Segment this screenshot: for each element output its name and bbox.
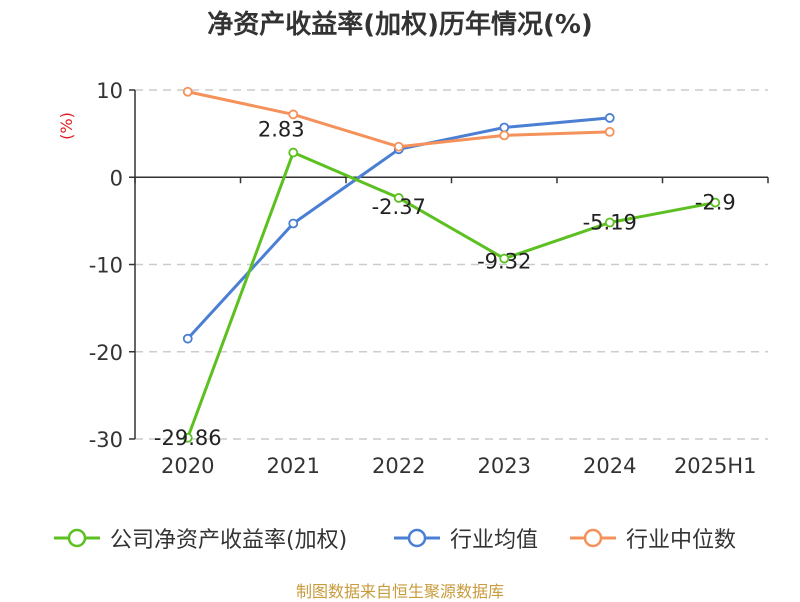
x-tick-label: 2024	[583, 454, 636, 478]
y-tick-label: 0	[110, 166, 123, 190]
legend-label-company-roe: 公司净资产收益率(加权)	[110, 528, 348, 553]
y-tick-label: 10	[96, 79, 123, 103]
x-tick-label: 2022	[372, 454, 425, 478]
legend: 公司净资产收益率(加权) 行业均值 行业中位数	[0, 518, 800, 558]
data-point	[499, 253, 510, 264]
legend-label-industry-mean: 行业均值	[450, 528, 539, 553]
series-line	[187, 90, 610, 149]
legend-item-industry-mean[interactable]: 行业均值	[392, 518, 538, 558]
data-label: -2.37	[372, 195, 426, 219]
data-point	[393, 193, 404, 203]
y-tick-label: -10	[89, 254, 123, 278]
grid-lines	[135, 89, 768, 440]
data-point	[604, 126, 615, 137]
x-tick-label: 2023	[478, 454, 531, 478]
data-point	[604, 113, 615, 123]
y-axis-label: (%)	[57, 112, 76, 140]
y-tick-label: -20	[89, 341, 123, 365]
data-point	[710, 197, 721, 208]
data-label: -5.19	[583, 211, 637, 235]
legend-marker-company-roe	[54, 528, 100, 548]
axes: 10 0 -10 -20 -30 2020 2021 2022 2023 2024 2025H1	[89, 79, 769, 478]
chart-title: 净资产收益率(加权)历年情况(%)	[207, 9, 593, 40]
data-label: -29.86	[154, 426, 222, 450]
data-point	[604, 217, 615, 228]
data-point	[393, 141, 404, 152]
data-point	[182, 333, 193, 344]
series-lines	[182, 86, 721, 443]
x-tick-label: 2021	[267, 454, 320, 478]
x-tick-label: 2020	[161, 454, 214, 478]
data-label: 2.83	[258, 118, 305, 142]
data-label: -9.32	[477, 250, 531, 274]
data-point	[288, 147, 299, 158]
legend-marker-industry-mean	[394, 528, 440, 548]
x-tick-label: 2025H1	[674, 454, 757, 478]
data-label: -2.9	[695, 191, 736, 215]
legend-label-industry-median: 行业中位数	[626, 528, 737, 553]
legend-item-industry-median[interactable]: 行业中位数	[568, 518, 736, 558]
data-point	[288, 218, 299, 229]
series-line	[186, 151, 716, 439]
data-point	[182, 86, 193, 97]
legend-marker-industry-median	[570, 528, 616, 548]
data-point	[499, 130, 510, 141]
legend-item-company-roe[interactable]: 公司净资产收益率(加权)	[52, 518, 347, 558]
data-point	[288, 109, 299, 120]
point-labels: -29.86 2.83 -2.37 -9.32 -5.19 -2.9	[154, 118, 736, 450]
source-note: 制图数据来自恒生聚源数据库	[295, 582, 504, 601]
data-point	[182, 432, 193, 443]
data-point	[499, 122, 510, 133]
y-tick-label: -30	[89, 428, 123, 452]
